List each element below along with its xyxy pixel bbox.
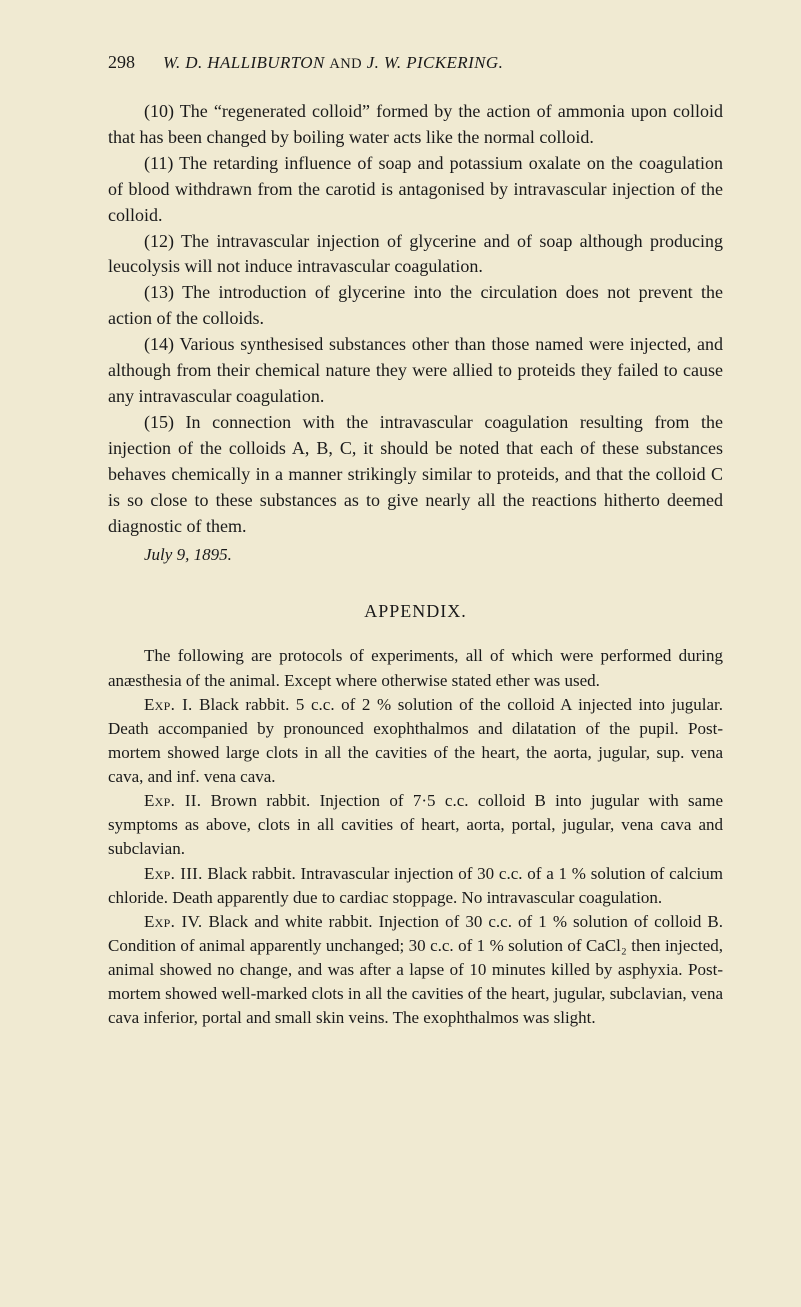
para-10: (10) The “regenerated colloid” formed by… <box>108 99 723 151</box>
running-header: 298 W. D. HALLIBURTON AND J. W. PICKERIN… <box>108 52 723 73</box>
appendix-intro: The following are protocols of experimen… <box>108 644 723 692</box>
para-13: (13) The introduction of glycerine into … <box>108 280 723 332</box>
exp-3: Exp. III. Black rabbit. Intravascular in… <box>108 862 723 910</box>
para-12: (12) The intravascular injection of glyc… <box>108 229 723 281</box>
para-11: (11) The retarding influence of soap and… <box>108 151 723 229</box>
para-15: (15) In connection with the intravascula… <box>108 410 723 540</box>
running-title-right: J. W. PICKERING. <box>367 53 504 72</box>
para-14: (14) Various synthesised substances othe… <box>108 332 723 410</box>
body-text: (10) The “regenerated colloid” formed by… <box>108 99 723 565</box>
exp-2-label: Exp. II. <box>144 791 201 810</box>
appendix-heading: APPENDIX. <box>108 601 723 622</box>
exp-2-text: Brown rabbit. Injection of 7·5 c.c. coll… <box>108 791 723 858</box>
exp-4: Exp. IV. Black and white rabbit. Injecti… <box>108 910 723 1031</box>
date-line: July 9, 1895. <box>108 545 723 565</box>
running-title-left: W. D. HALLIBURTON <box>163 53 325 72</box>
exp-1-label: Exp. I. <box>144 695 193 714</box>
exp-1: Exp. I. Black rabbit. 5 c.c. of 2 % solu… <box>108 693 723 790</box>
exp-4-label: Exp. IV. <box>144 912 202 931</box>
exp-3-label: Exp. III. <box>144 864 203 883</box>
running-title: W. D. HALLIBURTON AND J. W. PICKERING. <box>163 53 503 73</box>
exp-1-text: Black rabbit. 5 c.c. of 2 % solution of … <box>108 695 723 786</box>
exp-2: Exp. II. Brown rabbit. Injection of 7·5 … <box>108 789 723 861</box>
page-number: 298 <box>108 52 135 73</box>
running-title-and: AND <box>329 56 362 72</box>
appendix-body: The following are protocols of experimen… <box>108 644 723 1030</box>
